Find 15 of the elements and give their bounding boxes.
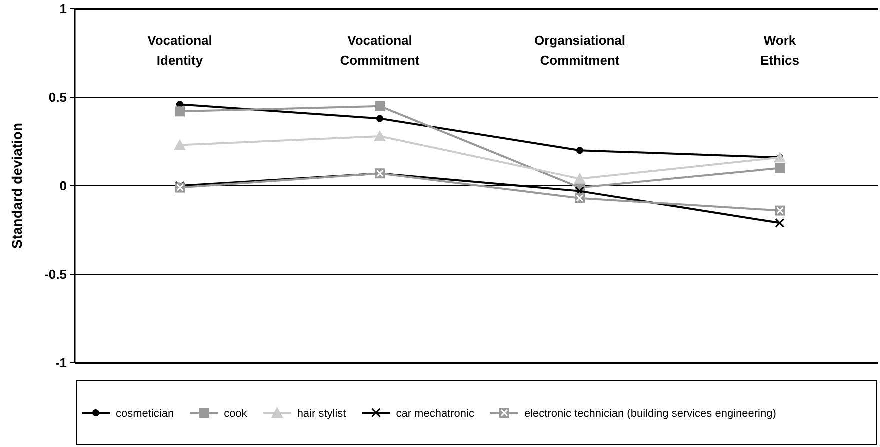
- legend-label: car mechatronic: [396, 408, 475, 420]
- x-tick-label: Work Ethics: [760, 33, 800, 68]
- y-tick-label: -0.5: [44, 267, 67, 282]
- y-tick-label: 1: [60, 2, 67, 17]
- legend-label: cosmetician: [116, 408, 174, 420]
- y-tick-label: -1: [55, 356, 67, 371]
- legend-label: cook: [224, 408, 248, 420]
- y-tick-label: 0.5: [48, 90, 67, 106]
- y-axis-title: Standard deviation: [9, 122, 25, 250]
- x-tick-label: Vocational Identity: [148, 33, 212, 68]
- x-tick-label: Vocational Commitment: [340, 33, 420, 68]
- legend-label: hair stylist: [297, 408, 346, 420]
- x-tick-label: Organsiational Commitment: [534, 33, 626, 68]
- legend-label: electronic technician (building services engineering): [524, 408, 776, 420]
- y-tick-label: 0: [60, 178, 67, 194]
